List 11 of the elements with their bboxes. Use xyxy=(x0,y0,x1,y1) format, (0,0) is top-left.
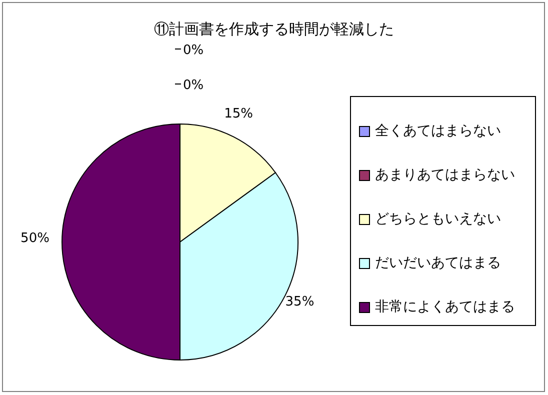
legend-label: 全くあてはまらない xyxy=(375,122,501,140)
chart-title: ⑪計画書を作成する時間が軽減した xyxy=(153,20,395,39)
legend-label: あまりあてはまらない xyxy=(375,166,515,184)
data-label: 35% xyxy=(285,294,314,310)
legend-label: どちらともいえない xyxy=(375,210,501,228)
text: 0% xyxy=(183,43,204,58)
legend-label: 非常によくあてはまる xyxy=(375,298,515,316)
legend-label: だいだいあてはまる xyxy=(375,254,501,272)
data-label: 15% xyxy=(224,106,254,122)
data-label: 50% xyxy=(20,231,50,246)
text: 0% xyxy=(183,78,204,93)
